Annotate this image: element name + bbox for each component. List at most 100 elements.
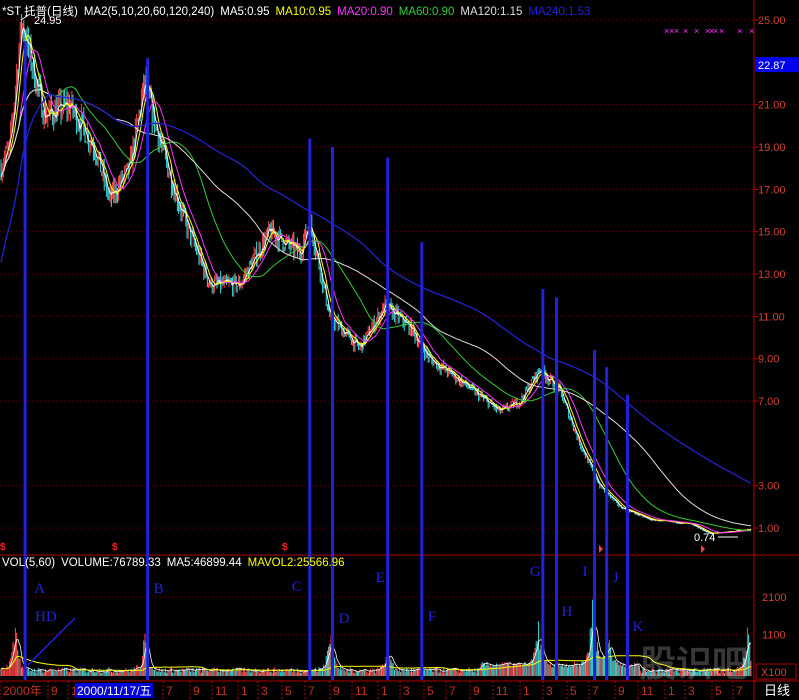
current-price-label: 22.87 [758, 60, 786, 72]
selected-date-box: 2000/11/17/五 [75, 683, 153, 698]
x-tick-label: 1 [381, 684, 388, 698]
annotation-label-I: I [583, 564, 588, 580]
dividend-marker-icon: $ [112, 542, 118, 553]
x-tick-label: 5 [427, 684, 434, 698]
x-tick-label: 7 [736, 684, 743, 698]
x-tick-label: 2000年 [3, 684, 42, 698]
x-tick-label: 5 [570, 684, 577, 698]
x-tick-label: 3 [546, 684, 553, 698]
x-tick-label: 1 [523, 684, 530, 698]
ma-legend-2: MA20:0.90 [337, 6, 393, 18]
vol-value: VOLUME:76789.33 [61, 557, 161, 569]
current-price-box [755, 57, 799, 73]
x-tick-label: 3 [403, 684, 410, 698]
price-tick-label: 17.00 [758, 184, 786, 196]
x-tick-label: 9 [333, 684, 340, 698]
ma-legend-0: MA5:0.95 [220, 6, 270, 18]
ma-legend-5: MA240:1.53 [528, 6, 591, 18]
ma-legend-4: MA120:1.15 [460, 6, 523, 18]
vol-title: VOL(5,60) [2, 557, 56, 569]
event-marker-icon [701, 545, 705, 553]
annotation-label-A: A [34, 581, 45, 597]
info-mark-icon: × [705, 26, 710, 36]
x-tick-label: 7 [592, 684, 599, 698]
annotation-label-K: K [632, 619, 643, 635]
info-mark-icon: × [719, 26, 724, 36]
volume-header: VOL(5,60) VOLUME:76789.33 MA5:46899.44 MAVO… [2, 557, 351, 569]
dividend-marker-icon: $ [282, 542, 288, 553]
x-tick-label: 7 [166, 684, 173, 698]
ma-line-20 [0, 49, 752, 534]
annotation-label-G: G [530, 564, 541, 580]
price-tick-label: 25.00 [758, 15, 786, 27]
x-tick-label: 3 [688, 684, 695, 698]
stock-title: *ST 托普(日线) [2, 6, 78, 18]
info-mark-icon: × [674, 26, 679, 36]
x-tick-label: 11 [496, 684, 509, 698]
selected-date-bg [75, 683, 153, 698]
dividend-marker-icon: $ [0, 542, 6, 553]
info-mark-icon: × [669, 26, 674, 36]
indicator-name: MA2(5,10,20,60,120,240) [83, 6, 215, 18]
ma-line-240 [0, 93, 752, 484]
annotation-label-B: B [154, 581, 164, 597]
info-mark-icon: × [737, 26, 742, 36]
volume-tick-label: 2100 [762, 592, 786, 604]
selected-date-label: 2000/11/17/五 [77, 684, 152, 698]
price-tick-label: 19.00 [758, 142, 786, 154]
x-tick-label: 5 [285, 684, 292, 698]
annotation-label-C: C [292, 579, 302, 595]
price-tick-label: 9.00 [758, 354, 779, 366]
info-mark-icon: × [709, 26, 714, 36]
x-tick-label: 9 [193, 684, 200, 698]
vol-ma5: MA5:46899.44 [166, 557, 242, 569]
annotation-label-H: H [562, 604, 573, 620]
info-mark-icon: × [683, 26, 688, 36]
high-marker-arrow [20, 13, 31, 21]
info-mark-icon: × [749, 26, 754, 36]
ma-line-60 [0, 86, 752, 532]
ma-line-5 [0, 26, 752, 535]
low-marker: 0.74 [694, 532, 715, 544]
annotation-label-F: F [428, 609, 436, 625]
volume-unit: X100 [761, 667, 787, 679]
ma-legend-3: MA60:0.90 [398, 6, 455, 18]
price-tick-label: 3.00 [758, 481, 779, 493]
x-tick-label: 1 [668, 684, 675, 698]
price-header: *ST 托普(日线) MA2(5,10,20,60,120,240) MA5:0.9… [2, 3, 602, 19]
ma-line-10 [0, 34, 752, 534]
ma-legend-1: MA10:0.95 [275, 6, 332, 18]
volume-bars [0, 599, 752, 676]
watermark-logo: 股识吧 [640, 643, 748, 684]
vol-mavol2: MAVOL2:25566.96 [247, 557, 345, 569]
price-tick-label: 13.00 [758, 269, 786, 281]
x-tick-label: 1 [241, 684, 248, 698]
period-label: 日线 [764, 683, 790, 698]
price-tick-label: 21.00 [758, 100, 786, 112]
hd-arrow-line [27, 617, 76, 666]
price-tick-label: 15.00 [758, 227, 786, 239]
volume-unit-box [755, 663, 797, 680]
high-marker: 24.95 [34, 15, 62, 27]
volume-tick-label: 1100 [762, 630, 786, 642]
x-tick-label: 3 [261, 684, 268, 698]
x-tick-label: 5 [715, 684, 722, 698]
x-tick-label: 1 [71, 684, 78, 698]
event-marker-icon [599, 545, 603, 553]
hd-label: HD [35, 609, 57, 625]
price-tick-label: 1.00 [758, 523, 779, 535]
x-tick-label: 7 [308, 684, 315, 698]
x-tick-label: 7 [449, 684, 456, 698]
x-tick-label: 9 [473, 684, 480, 698]
price-tick-label: 7.00 [758, 396, 779, 408]
info-mark-icon: × [694, 26, 699, 36]
annotation-label-D: D [339, 611, 350, 627]
info-mark-icon: × [664, 26, 669, 36]
x-tick-label: 9 [618, 684, 625, 698]
ma-line-120 [0, 88, 752, 527]
x-tick-label: 11 [641, 684, 654, 698]
annotation-label-E: E [376, 570, 385, 586]
x-tick-label: 11 [355, 684, 368, 698]
x-tick-label: 11 [215, 684, 228, 698]
